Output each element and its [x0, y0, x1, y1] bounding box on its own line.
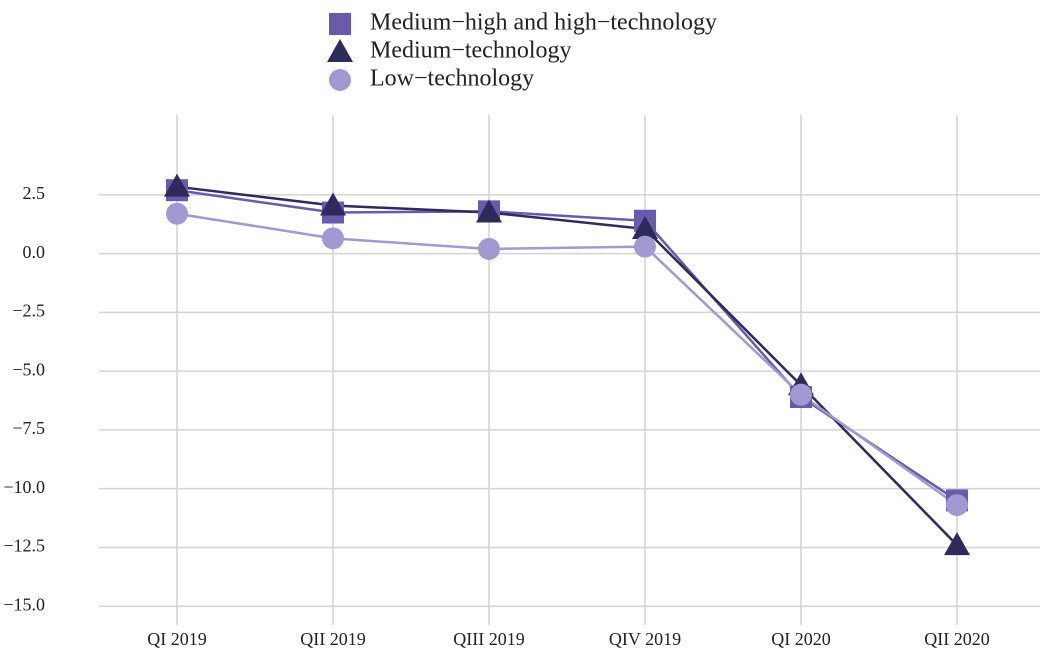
marker [320, 192, 346, 216]
x-tick-label: QI 2019 [147, 629, 207, 649]
marker [790, 383, 812, 406]
series-line [176, 185, 958, 546]
x-tick-label: QIV 2019 [609, 629, 681, 649]
marker [944, 532, 970, 556]
marker [322, 227, 344, 250]
marker [327, 39, 353, 62]
y-tick-label: 0.0 [23, 242, 46, 262]
marker [478, 237, 500, 260]
y-tick-label: 2.5 [23, 183, 46, 203]
series-line [176, 212, 958, 507]
marker [634, 235, 656, 258]
y-tick-label: −12.5 [3, 536, 45, 556]
marker [164, 173, 190, 197]
x-tick-label: QIII 2019 [453, 629, 524, 649]
x-tick-label: QII 2019 [300, 629, 366, 649]
y-tick-label: −5.0 [12, 359, 45, 379]
marker [632, 215, 658, 239]
x-tick-label: QII 2020 [924, 629, 990, 649]
legend-label: Medium−high and high−technology [370, 10, 717, 36]
x-tick-label: QI 2020 [771, 629, 831, 649]
marker [476, 199, 502, 223]
marker [946, 494, 968, 517]
legend-label: Low−technology [370, 66, 534, 92]
y-tick-label: −10.0 [3, 477, 45, 497]
marker [329, 69, 351, 91]
y-tick-label: −2.5 [12, 301, 45, 321]
series-line [176, 188, 958, 502]
marker [329, 13, 351, 35]
marker [166, 202, 188, 225]
y-tick-label: −7.5 [12, 418, 45, 438]
y-tick-label: −15.0 [3, 594, 45, 614]
legend-label: Medium−technology [370, 38, 572, 64]
